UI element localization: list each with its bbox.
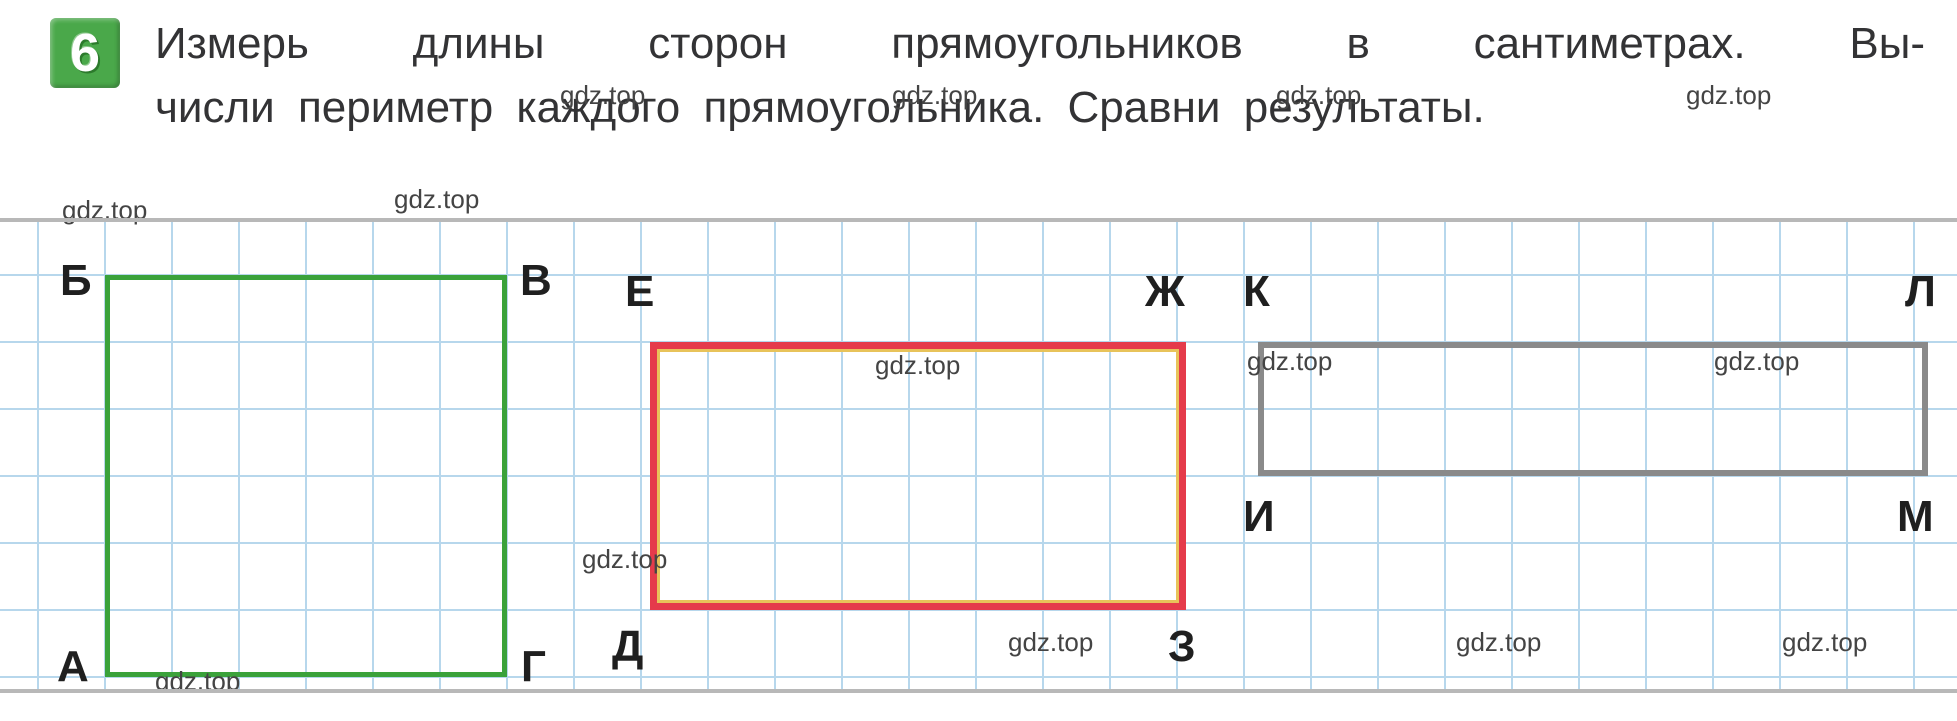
vertex-label-g: Г	[521, 642, 546, 692]
problem-line1: Измерь длины сторон прямоугольников в са…	[155, 19, 1925, 68]
vertex-label-b: Б	[60, 256, 92, 306]
watermark: gdz.top	[394, 184, 479, 215]
grid-area: Б В А Г Е Ж Д З К Л И М gdz.topgdz.topgd…	[0, 218, 1957, 693]
vertex-label-a: А	[57, 642, 89, 692]
vertex-label-i: И	[1243, 492, 1275, 542]
vertex-label-l: Л	[1905, 267, 1936, 317]
vertex-label-e: Е	[625, 267, 654, 317]
problem-line2: числи периметр каждого прямоугольника. С…	[155, 76, 1925, 140]
vertex-label-v: В	[520, 256, 552, 306]
rectangle-dezhz	[650, 342, 1186, 610]
vertex-label-zh: Ж	[1145, 267, 1185, 317]
vertex-label-k: К	[1243, 267, 1270, 317]
page-root: 6 Измерь длины сторон прямоугольников в …	[0, 0, 1957, 721]
rectangle-iklm	[1258, 342, 1928, 476]
square-abvg	[105, 275, 507, 677]
vertex-label-d: Д	[612, 622, 643, 672]
rectangle-dezhz-inner	[657, 349, 1179, 603]
vertex-label-z: З	[1168, 622, 1196, 672]
problem-number-badge: 6	[50, 18, 120, 88]
vertex-label-m: М	[1897, 492, 1934, 542]
problem-text: Измерь длины сторон прямоугольников в са…	[155, 12, 1925, 140]
